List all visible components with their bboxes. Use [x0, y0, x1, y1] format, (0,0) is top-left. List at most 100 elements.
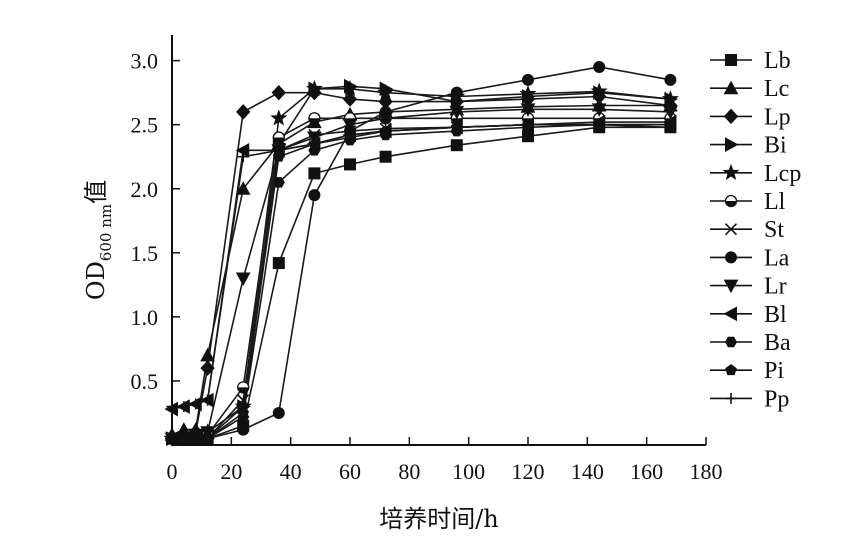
legend-marker-lr — [723, 279, 739, 294]
data-point-st — [237, 394, 250, 407]
data-point-lp — [342, 91, 358, 107]
data-point-lcp — [590, 82, 608, 99]
legend-item-bi: Bi — [710, 133, 787, 159]
data-point-lr — [342, 118, 358, 133]
data-point-lc — [200, 347, 215, 362]
y-tick-label: 0.5 — [131, 369, 159, 394]
data-point-la — [522, 73, 534, 86]
legend-label: La — [764, 245, 790, 271]
x-tick-label: 180 — [690, 459, 723, 484]
data-point-lp — [200, 360, 215, 376]
data-point-pp — [344, 129, 356, 141]
data-point-lcp — [341, 79, 359, 97]
x-tick-label: 60 — [339, 459, 361, 484]
legend-label: Pi — [764, 358, 784, 384]
legend-marker-bl — [723, 306, 737, 322]
legend-label: St — [764, 217, 784, 243]
legend-label: Lp — [764, 104, 791, 130]
data-point-lcp — [270, 109, 288, 126]
x-tick-label: 80 — [398, 459, 420, 484]
legend-marker-lp — [723, 108, 739, 125]
data-point-lcp — [305, 79, 323, 97]
x-ticks: 0 20 40 60 80 100 120 140 160 180 — [167, 437, 723, 484]
legend-label: Ba — [764, 330, 791, 356]
legend-label: Lb — [764, 48, 791, 74]
data-point-la — [450, 86, 463, 99]
legend-item-lp: Lp — [710, 104, 791, 130]
axes — [171, 35, 706, 446]
data-point-lc — [235, 181, 251, 195]
data-point-lr — [520, 103, 536, 117]
y-tick-label: 1.5 — [131, 241, 159, 266]
x-axis-title: 培养时间/h — [379, 505, 499, 533]
x-tick-label: 100 — [452, 459, 485, 484]
y-tick-label: 1.0 — [131, 305, 159, 330]
legend-item-pp: Pp — [710, 386, 789, 412]
data-point-pp — [308, 138, 320, 150]
legend-marker-st — [724, 223, 738, 236]
data-point-lb — [344, 158, 356, 171]
data-point-lcp — [661, 90, 679, 107]
y-axis-title: OD600 nm值 — [82, 180, 115, 300]
legend-item-lr: Lr — [710, 274, 787, 300]
data-point-pp — [664, 119, 676, 131]
x-tick-label: 120 — [512, 459, 545, 484]
legend-label: Lcp — [764, 161, 801, 187]
data-point-lr — [591, 103, 607, 117]
legend-marker-lb — [725, 54, 737, 66]
y-tick-label: 3.0 — [131, 49, 159, 74]
legend-marker-lcp — [722, 163, 740, 181]
data-point-lp — [271, 84, 286, 101]
legend-label: Lr — [764, 274, 787, 300]
legend-item-lc: Lc — [710, 76, 789, 102]
data-point-ll — [237, 381, 250, 394]
plot-markers — [163, 61, 679, 447]
data-point-pi — [272, 150, 285, 162]
data-point-la — [308, 189, 321, 202]
data-point-la — [593, 61, 606, 74]
data-point-pi — [178, 432, 190, 444]
y-ticks: 0.5 1.0 1.5 2.0 2.5 3.0 — [131, 49, 180, 394]
data-point-pp — [451, 121, 463, 133]
data-point-la — [272, 406, 285, 419]
x-tick-label: 140 — [571, 459, 604, 484]
legend-item-lcp: Lcp — [710, 161, 801, 187]
legend-marker-pp — [725, 392, 737, 404]
x-tick-label: 160 — [630, 459, 663, 484]
y-axis-title-subscript: 600 nm — [97, 204, 115, 261]
data-point-lr — [663, 105, 678, 120]
legend-marker-lc — [723, 80, 739, 95]
y-tick-label: 2.5 — [131, 113, 159, 138]
data-point-pp — [380, 125, 392, 137]
data-point-lb — [379, 150, 392, 163]
legend-marker-la — [725, 251, 737, 264]
data-point-lr — [378, 112, 393, 126]
data-point-ba — [272, 177, 285, 188]
data-point-pp — [202, 394, 214, 406]
data-point-pp — [522, 119, 534, 131]
data-point-lr — [449, 105, 465, 120]
data-point-lcp — [377, 83, 395, 100]
data-point-pp — [237, 151, 249, 163]
legend-item-ll: Ll — [710, 189, 786, 215]
y-axis-title-suffix: 值 — [82, 180, 110, 204]
legend-marker-bi — [725, 137, 739, 152]
legend-item-pi: Pi — [710, 358, 784, 384]
legend-label: Pp — [764, 386, 789, 412]
data-point-ll — [308, 112, 321, 125]
data-point-pi — [189, 432, 202, 444]
data-point-lcp — [519, 85, 537, 102]
legend-label: Bi — [764, 133, 787, 159]
data-point-pp — [273, 144, 285, 156]
data-point-ll — [272, 131, 285, 144]
legend-label: Ll — [764, 189, 786, 215]
x-tick-label: 20 — [220, 459, 242, 484]
svg-text:OD600 nm值: OD600 nm值 — [82, 180, 115, 300]
data-point-lb — [272, 257, 285, 270]
x-tick-label: 40 — [280, 459, 302, 484]
data-point-lr — [235, 272, 251, 286]
data-point-pp — [178, 401, 190, 413]
data-point-pp — [190, 398, 202, 410]
data-point-pi — [237, 406, 250, 418]
